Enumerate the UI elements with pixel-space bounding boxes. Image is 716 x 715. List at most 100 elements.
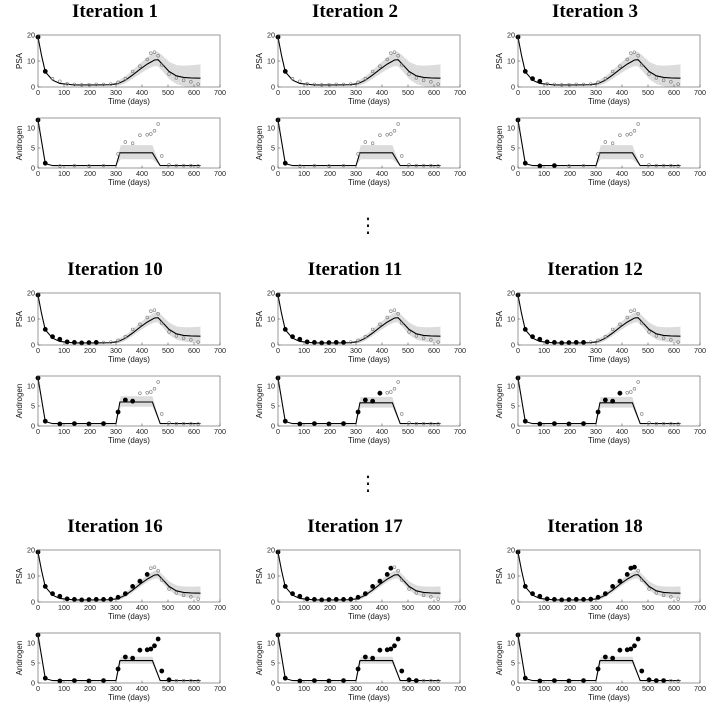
psa-future-point xyxy=(654,76,659,80)
psa-future-point xyxy=(145,315,149,320)
psa-future-point xyxy=(389,309,393,313)
psa-future-point xyxy=(50,76,55,81)
androgen-x-tick-label: 100 xyxy=(538,684,550,693)
psa-x-tick-label: 200 xyxy=(564,346,576,355)
androgen-y-axis-label: Androgen xyxy=(15,641,24,676)
androgen-x-tick-label: 500 xyxy=(402,684,414,693)
psa-observed-point xyxy=(115,594,121,600)
psa-y-tick-label: 0 xyxy=(271,83,275,92)
androgen-x-tick-label: 100 xyxy=(538,427,550,436)
androgen-future-point xyxy=(72,163,77,168)
psa-x-tick-label: 300 xyxy=(590,88,602,97)
androgen-future-point xyxy=(429,421,433,426)
psa-future-point xyxy=(636,312,640,316)
androgen-observed-point xyxy=(646,677,652,683)
androgen-x-axis-label: Time (days) xyxy=(348,693,390,702)
psa-y-tick-label: 0 xyxy=(271,341,275,350)
psa-future-point xyxy=(625,315,629,320)
psa-x-tick-label: 400 xyxy=(136,603,148,612)
psa-future-point xyxy=(87,82,91,87)
androgen-observed-point xyxy=(312,421,317,426)
androgen-future-point xyxy=(596,152,600,156)
psa-observed-point xyxy=(333,340,339,345)
psa-future-point xyxy=(101,340,106,345)
psa-y-tick-label: 10 xyxy=(267,572,275,581)
psa-future-point xyxy=(603,334,608,339)
androgen-future-point xyxy=(581,163,586,168)
androgen-x-tick-label: 300 xyxy=(350,169,362,178)
psa-future-point xyxy=(181,593,186,597)
psa-observed-point xyxy=(610,584,616,589)
psa-x-tick-label: 0 xyxy=(516,603,520,612)
androgen-future-point xyxy=(149,132,153,136)
panel-title: Iteration 11 xyxy=(307,259,403,280)
androgen-axes-box xyxy=(37,375,221,427)
psa-x-tick-label: 700 xyxy=(454,88,466,97)
psa-x-tick-label: 100 xyxy=(58,88,70,97)
psa-y-axis-label: PSA xyxy=(15,52,24,69)
panel-title: Iteration 17 xyxy=(307,516,403,537)
psa-observed-point xyxy=(530,591,535,597)
psa-y-tick-label: 0 xyxy=(31,598,35,607)
psa-observed-point xyxy=(93,597,99,602)
psa-observed-point xyxy=(530,334,535,340)
psa-observed-point xyxy=(537,78,543,84)
psa-x-axis-label: Time (days) xyxy=(348,97,390,106)
androgen-future-point xyxy=(156,122,160,126)
androgen-future-point xyxy=(407,421,411,425)
androgen-future-point xyxy=(327,164,331,168)
psa-future-point xyxy=(298,79,302,83)
androgen-observed-point xyxy=(581,421,586,426)
psa-future-point xyxy=(400,578,404,582)
psa-fit-line xyxy=(277,551,441,601)
androgen-x-tick-label: 100 xyxy=(538,169,550,178)
androgen-x-tick-label: 0 xyxy=(36,684,40,693)
androgen-future-point xyxy=(152,387,157,391)
psa-future-point xyxy=(389,51,393,55)
androgen-future-point xyxy=(87,164,91,168)
psa-x-tick-label: 400 xyxy=(376,88,388,97)
androgen-future-point xyxy=(58,164,62,168)
psa-future-point xyxy=(101,82,106,87)
psa-x-tick-label: 200 xyxy=(564,603,576,612)
psa-y-axis-label: PSA xyxy=(255,310,264,327)
psa-observed-point xyxy=(537,593,543,599)
psa-x-tick-label: 300 xyxy=(110,346,122,355)
psa-future-point xyxy=(567,82,571,87)
psa-future-point xyxy=(676,82,680,86)
psa-future-point xyxy=(72,82,77,87)
psa-future-point xyxy=(167,330,171,334)
androgen-future-point xyxy=(149,390,153,394)
androgen-observed-point xyxy=(152,643,157,649)
androgen-y-tick-label: 10 xyxy=(27,639,35,648)
psa-observed-point xyxy=(595,594,601,600)
androgen-observed-point xyxy=(341,421,346,426)
androgen-observed-point xyxy=(86,421,92,427)
androgen-observed-point xyxy=(566,678,572,684)
psa-x-tick-label: 600 xyxy=(188,346,200,355)
androgen-future-point xyxy=(436,679,440,683)
psa-x-tick-label: 700 xyxy=(214,88,226,97)
psa-observed-point xyxy=(522,69,528,74)
psa-future-point xyxy=(327,82,331,87)
psa-observed-point xyxy=(319,340,325,346)
psa-observed-point xyxy=(341,340,346,345)
androgen-future-point xyxy=(400,412,404,416)
psa-future-point xyxy=(392,50,397,54)
androgen-observed-point xyxy=(595,409,601,415)
psa-x-tick-label: 100 xyxy=(538,603,550,612)
androgen-axes-box xyxy=(277,375,461,427)
psa-observed-point xyxy=(348,596,354,602)
androgen-future-point xyxy=(389,132,393,136)
psa-x-tick-label: 0 xyxy=(276,346,280,355)
androgen-future-point xyxy=(421,163,426,168)
androgen-y-axis-label: Androgen xyxy=(15,384,24,419)
psa-x-tick-label: 600 xyxy=(188,88,200,97)
androgen-future-point xyxy=(341,163,346,168)
androgen-observed-point xyxy=(522,675,528,681)
androgen-future-point xyxy=(669,421,673,426)
androgen-observed-point xyxy=(537,678,543,684)
androgen-future-point xyxy=(312,163,317,168)
psa-x-tick-label: 0 xyxy=(516,346,520,355)
